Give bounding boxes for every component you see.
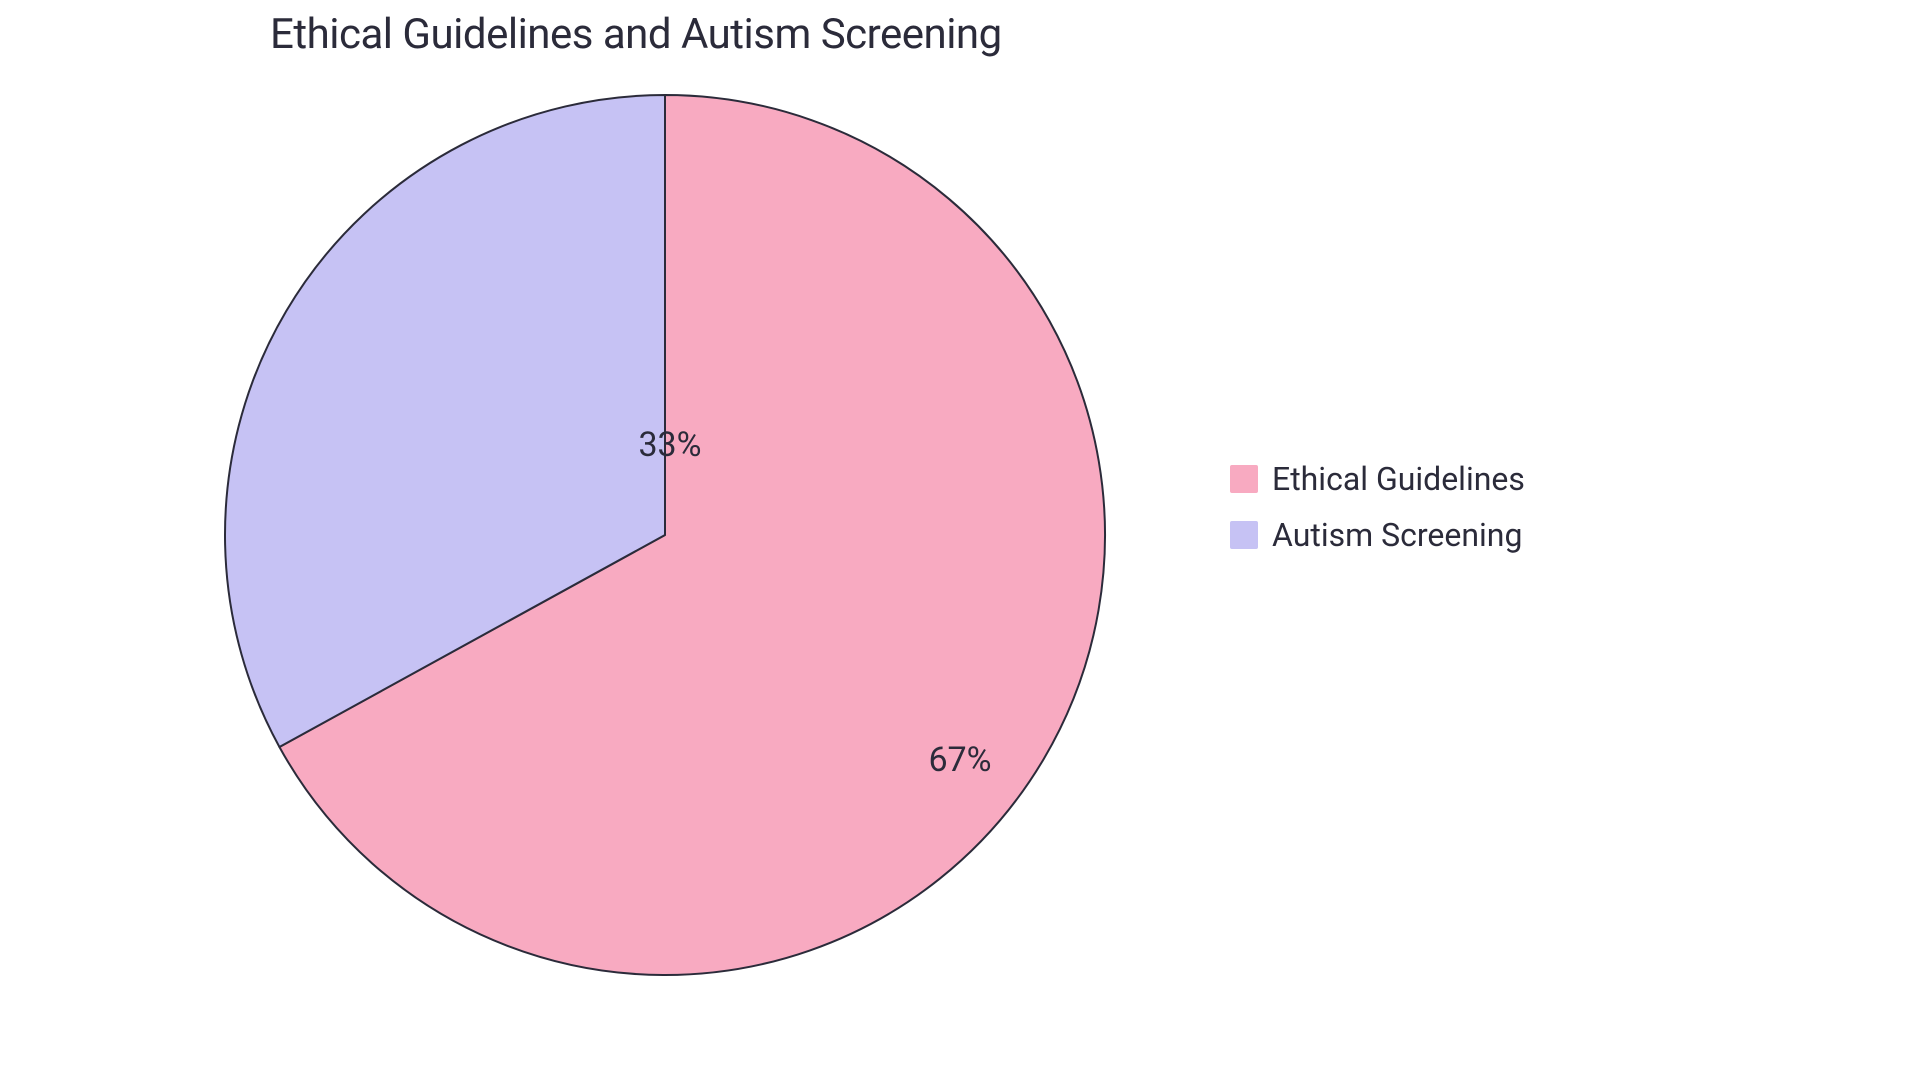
- chart-title: Ethical Guidelines and Autism Screening: [270, 10, 1002, 59]
- legend-swatch: [1230, 521, 1258, 549]
- chart-container: Ethical Guidelines and Autism Screening …: [0, 0, 1920, 1080]
- legend-label: Autism Screening: [1272, 516, 1522, 554]
- legend-label: Ethical Guidelines: [1272, 460, 1525, 498]
- pie-svg: [220, 90, 1110, 980]
- slice-label: 33%: [638, 425, 701, 465]
- pie-slices: [225, 95, 1105, 975]
- legend-item: Ethical Guidelines: [1230, 460, 1525, 498]
- legend: Ethical Guidelines Autism Screening: [1230, 460, 1525, 554]
- legend-swatch: [1230, 465, 1258, 493]
- legend-item: Autism Screening: [1230, 516, 1525, 554]
- slice-label: 67%: [928, 740, 991, 780]
- pie-chart: 67% 33%: [220, 90, 1110, 980]
